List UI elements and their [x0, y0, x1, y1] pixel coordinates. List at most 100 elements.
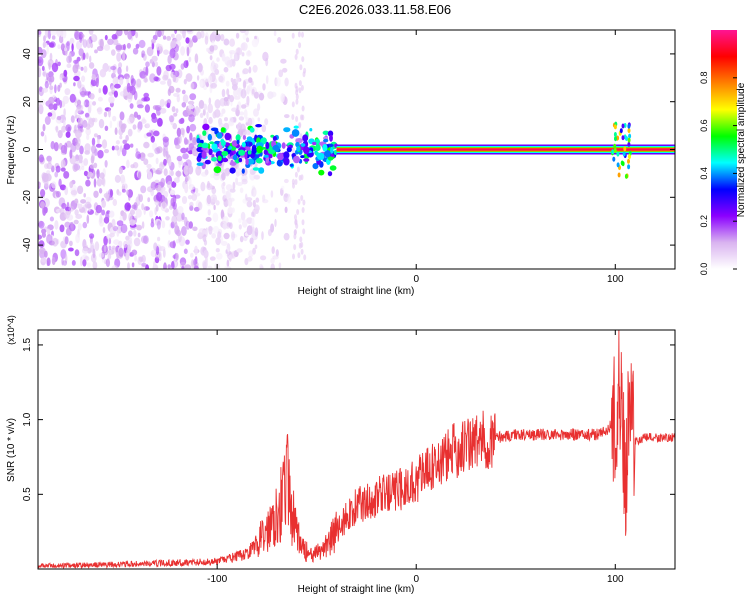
- noise-blob: [278, 69, 284, 78]
- onset-blob: [248, 142, 253, 146]
- noise-blob: [300, 195, 304, 201]
- disturbance-blob: [613, 124, 617, 130]
- noise-blob: [131, 204, 137, 210]
- noise-blob: [236, 248, 243, 253]
- noise-blob: [183, 60, 189, 69]
- noise-blob: [194, 53, 199, 64]
- noise-blob: [105, 258, 110, 268]
- onset-blob: [330, 146, 334, 154]
- noise-blob: [86, 134, 90, 141]
- noise-blob: [145, 61, 150, 67]
- onset-blob: [283, 151, 290, 159]
- noise-blob: [110, 85, 116, 93]
- noise-blob: [129, 103, 134, 109]
- disturbance-blob: [613, 143, 617, 149]
- noise-blob: [136, 78, 142, 88]
- noise-blob: [59, 99, 62, 109]
- colorbar-tick-label: 0.2: [699, 215, 709, 228]
- noise-blob: [300, 174, 304, 181]
- noise-blob: [232, 181, 236, 190]
- disturbance-blob: [622, 151, 626, 157]
- noise-blob: [102, 85, 108, 95]
- noise-blob: [261, 124, 267, 133]
- noise-blob: [223, 38, 230, 46]
- noise-blob: [208, 75, 213, 83]
- noise-blob: [150, 38, 156, 44]
- noise-blob: [135, 151, 141, 159]
- noise-blob: [223, 232, 230, 240]
- noise-blob: [181, 89, 186, 95]
- onset-blob: [211, 157, 218, 162]
- onset-blob: [277, 152, 284, 161]
- noise-blob: [281, 185, 285, 190]
- noise-blob: [137, 171, 142, 180]
- noise-blob: [96, 45, 104, 52]
- noise-blob: [244, 30, 249, 36]
- noise-blob: [169, 63, 176, 70]
- noise-blob: [141, 221, 145, 229]
- noise-blob: [97, 106, 103, 115]
- noise-blob: [102, 227, 106, 234]
- noise-blob: [177, 170, 180, 180]
- noise-blob: [119, 111, 125, 121]
- noise-blob: [62, 95, 69, 105]
- noise-blob: [235, 32, 240, 39]
- noise-blob: [246, 50, 252, 57]
- noise-blob: [195, 200, 202, 209]
- onset-blob: [220, 127, 226, 133]
- noise-blob: [197, 62, 203, 73]
- noise-blob: [130, 209, 135, 216]
- noise-blob: [212, 44, 218, 51]
- onset-blob: [256, 145, 263, 154]
- noise-blob: [133, 237, 141, 247]
- snr-multiplier: (x10^4): [6, 315, 16, 345]
- spectrogram-ytick-label: 0: [22, 146, 33, 152]
- noise-blob: [90, 155, 95, 164]
- noise-blob: [210, 194, 217, 203]
- noise-blob: [128, 191, 131, 201]
- noise-blob: [259, 263, 264, 269]
- noise-blob: [143, 141, 150, 149]
- onset-blob: [300, 155, 305, 159]
- noise-blob: [236, 182, 243, 186]
- noise-blob: [115, 43, 122, 52]
- noise-blob: [113, 90, 118, 98]
- noise-blob: [73, 59, 79, 64]
- noise-blob: [111, 218, 116, 229]
- onset-blob: [201, 150, 207, 159]
- noise-blob: [241, 104, 247, 109]
- noise-blob: [80, 199, 87, 204]
- noise-blob: [238, 218, 242, 224]
- noise-blob: [295, 98, 299, 105]
- noise-blob: [72, 163, 78, 172]
- noise-blob: [222, 223, 227, 230]
- onset-blob: [196, 162, 204, 166]
- disturbance-blob: [621, 135, 625, 141]
- noise-blob: [85, 123, 91, 130]
- onset-blob: [216, 162, 222, 167]
- noise-blob: [96, 178, 103, 187]
- spectrogram-marks: [38, 30, 675, 269]
- noise-blob: [75, 142, 81, 151]
- noise-blob: [149, 73, 156, 83]
- noise-blob: [241, 52, 245, 57]
- noise-blob: [228, 116, 234, 125]
- noise-blob: [211, 233, 217, 239]
- noise-blob: [175, 87, 181, 93]
- noise-blob: [214, 99, 221, 109]
- noise-blob: [64, 210, 70, 219]
- noise-blob: [64, 186, 69, 196]
- noise-blob: [84, 112, 90, 118]
- noise-blob: [138, 39, 146, 49]
- noise-blob: [82, 204, 87, 214]
- onset-blob: [291, 153, 296, 158]
- onset-blob: [235, 134, 241, 142]
- noise-blob: [252, 199, 256, 208]
- noise-blob: [122, 43, 126, 51]
- onset-blob: [281, 142, 286, 149]
- disturbance-blob: [612, 156, 616, 162]
- disturbance-blob: [627, 141, 631, 147]
- noise-blob: [188, 114, 195, 123]
- noise-blob: [221, 186, 226, 194]
